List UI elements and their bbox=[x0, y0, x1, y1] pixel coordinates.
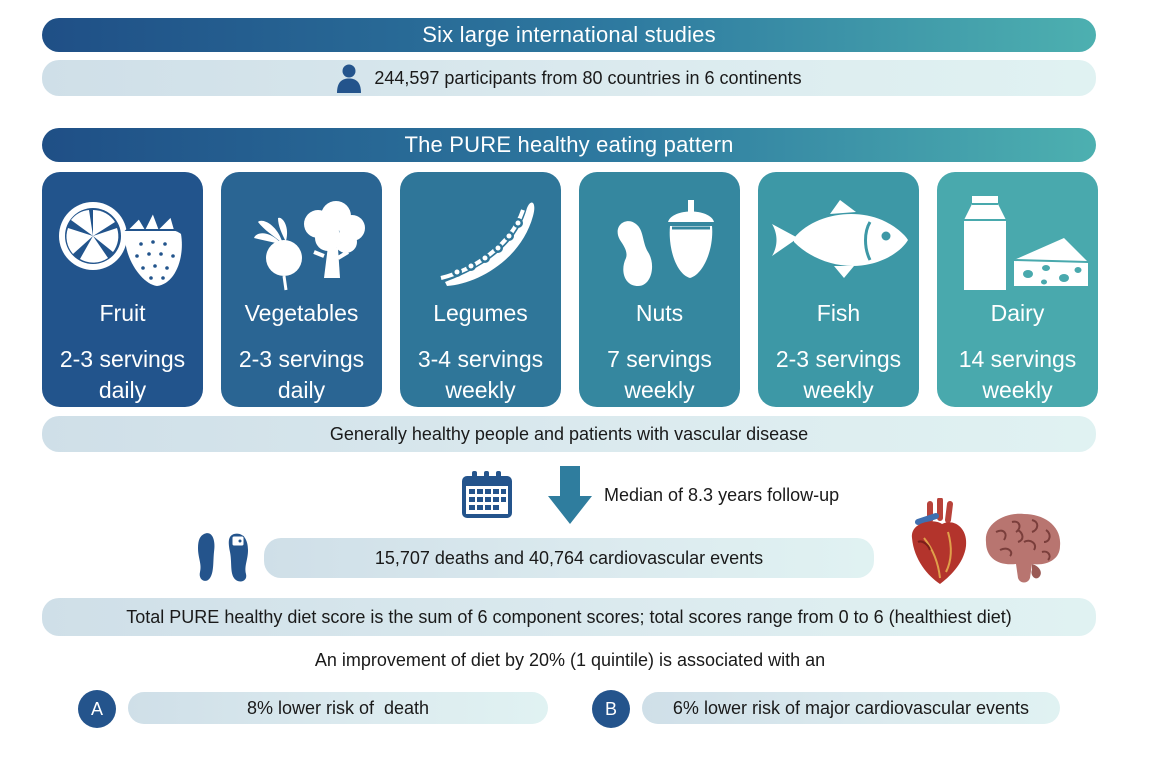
outcome-a-text: 8% lower risk of death bbox=[246, 697, 430, 718]
food-amount-line1: 14 servings bbox=[958, 346, 1077, 372]
events-pill: 15,707 deaths and 40,764 cardiovascular … bbox=[264, 538, 874, 578]
food-amount: 14 servings weekly bbox=[937, 344, 1098, 406]
outcome-b-text: 6% lower risk of major cardiovascular ev… bbox=[672, 697, 1030, 718]
food-name: Nuts bbox=[635, 300, 684, 326]
improvement-text: An improvement of diet by 20% (1 quintil… bbox=[314, 650, 826, 670]
score-note-text: Total PURE healthy diet score is the sum… bbox=[126, 606, 1012, 627]
outcome-b-letter: B bbox=[604, 698, 617, 719]
food-card-fruit: Fruit 2-3 servings daily bbox=[42, 172, 203, 407]
food-amount-line2: daily bbox=[98, 377, 147, 403]
food-amount: 2-3 servings daily bbox=[221, 344, 382, 406]
outcome-a-pill: 8% lower risk of death bbox=[128, 692, 548, 724]
food-card-dairy: Dairy 14 servings weekly bbox=[937, 172, 1098, 407]
population-pill: Generally healthy people and patients wi… bbox=[42, 416, 1096, 452]
studies-banner: Six large international studies bbox=[42, 18, 1096, 52]
food-amount-line1: 3-4 servings bbox=[417, 346, 544, 372]
milk-cheese-icon bbox=[937, 186, 1098, 306]
events-text: 15,707 deaths and 40,764 cardiovascular … bbox=[374, 547, 764, 568]
participants-pill: 244,597 participants from 80 countries i… bbox=[42, 60, 1096, 96]
peanut-acorn-icon bbox=[579, 186, 740, 306]
outcome-a-letter: A bbox=[90, 698, 103, 719]
calendar-icon bbox=[462, 471, 512, 518]
food-amount-line2: daily bbox=[277, 377, 326, 403]
food-amount: 2-3 servings daily bbox=[42, 344, 203, 406]
follow-up-text: Median of 8.3 years follow-up bbox=[604, 485, 840, 505]
studies-banner-text: Six large international studies bbox=[422, 22, 716, 47]
brain-icon bbox=[985, 513, 1061, 583]
population-text: Generally healthy people and patients wi… bbox=[329, 423, 809, 444]
pea-pod-icon bbox=[400, 186, 561, 306]
food-card-vegetables: Vegetables 2-3 servings daily bbox=[221, 172, 382, 407]
food-card-nuts: Nuts 7 servings weekly bbox=[579, 172, 740, 407]
lemon-strawberry-icon bbox=[42, 186, 203, 306]
fish-icon bbox=[758, 186, 919, 306]
pattern-banner-text: The PURE healthy eating pattern bbox=[404, 132, 734, 157]
food-amount-line1: 2-3 servings bbox=[238, 346, 365, 372]
participants-text: 244,597 participants from 80 countries i… bbox=[374, 67, 802, 88]
food-amount-line2: weekly bbox=[445, 377, 516, 403]
food-name: Vegetables bbox=[244, 300, 359, 326]
footprints-icon bbox=[198, 533, 248, 582]
food-amount-line2: weekly bbox=[624, 377, 695, 403]
food-amount-line1: 2-3 servings bbox=[59, 346, 186, 372]
outcome-b-pill: 6% lower risk of major cardiovascular ev… bbox=[642, 692, 1060, 724]
food-name: Fruit bbox=[99, 300, 146, 326]
person-icon bbox=[337, 64, 362, 93]
food-amount-line1: 7 servings bbox=[607, 346, 712, 372]
food-amount-line2: weekly bbox=[803, 377, 874, 403]
outcome-b-badge: B bbox=[592, 690, 630, 728]
food-amount-line1: 2-3 servings bbox=[775, 346, 902, 372]
food-amount: 7 servings weekly bbox=[579, 344, 740, 406]
food-name: Dairy bbox=[990, 300, 1045, 326]
food-card-fish: Fish 2-3 servings weekly bbox=[758, 172, 919, 407]
food-name: Fish bbox=[816, 300, 861, 326]
pattern-banner: The PURE healthy eating pattern bbox=[42, 128, 1096, 162]
heart-icon bbox=[911, 498, 967, 584]
food-amount: 2-3 servings weekly bbox=[758, 344, 919, 406]
food-name: Legumes bbox=[433, 300, 528, 326]
score-note-pill: Total PURE healthy diet score is the sum… bbox=[42, 598, 1096, 636]
food-amount-line2: weekly bbox=[982, 377, 1053, 403]
radish-broccoli-icon bbox=[221, 186, 382, 306]
food-amount: 3-4 servings weekly bbox=[400, 344, 561, 406]
food-card-legumes: Legumes 3-4 servings weekly bbox=[400, 172, 561, 407]
down-arrow-icon bbox=[548, 466, 592, 524]
outcome-a-badge: A bbox=[78, 690, 116, 728]
